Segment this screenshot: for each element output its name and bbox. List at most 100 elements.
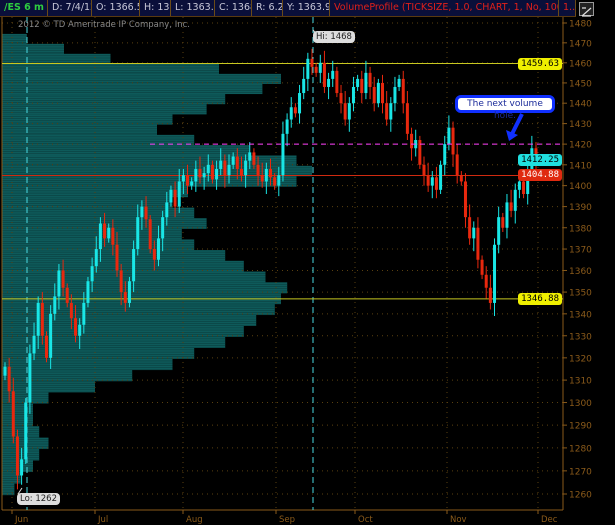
candle-body <box>393 86 397 104</box>
candle-body <box>86 281 90 303</box>
volume-profile-bar <box>2 449 40 461</box>
volume-profile-bar <box>2 260 244 272</box>
candle-body <box>306 58 310 79</box>
candle-body <box>115 244 119 271</box>
candle-body <box>132 249 136 282</box>
close-cell: C: 1368 <box>215 0 252 16</box>
candle-body <box>165 202 169 218</box>
price-label: 1412.25 <box>518 154 562 167</box>
candle-body <box>356 78 360 87</box>
candle-body <box>194 168 198 182</box>
candle-body <box>186 175 190 186</box>
high-label: Hi: 1468 <box>313 31 355 43</box>
candle-body <box>210 164 214 180</box>
x-tick-label: Nov <box>450 515 467 525</box>
candle-body <box>488 287 492 303</box>
candle-body <box>3 366 7 376</box>
high-cell: H: 1370 <box>140 0 171 16</box>
volume-profile-bar <box>2 336 226 348</box>
candle-body <box>219 160 223 169</box>
volume-profile-bar <box>2 176 297 187</box>
y-tick-label: 1330 <box>569 332 592 342</box>
candle-body <box>252 152 256 165</box>
candle-body <box>463 181 467 218</box>
y-tick-label: 1400 <box>569 182 592 192</box>
y-tick-label: 1460 <box>569 59 592 69</box>
price-label: 1346.88 <box>518 292 562 305</box>
scale-toggle-icon[interactable] <box>579 2 594 17</box>
candle-body <box>119 270 123 293</box>
candle-body <box>513 189 517 211</box>
candle-body <box>11 391 15 437</box>
candle-body <box>152 249 156 260</box>
y-tick-label: 1370 <box>569 246 592 256</box>
y-tick-label: 1480 <box>569 20 592 30</box>
candle-body <box>459 175 463 182</box>
candle-body <box>32 335 36 354</box>
open-cell: O: 1366.5 <box>92 0 140 16</box>
x-tick-label: Sep <box>279 515 295 525</box>
price-label: 1459.63 <box>518 57 562 70</box>
candle-body <box>468 217 472 239</box>
candle-body <box>517 181 521 190</box>
candle-body <box>451 127 455 155</box>
candle-body <box>447 127 451 145</box>
candle-body <box>202 173 206 178</box>
candle-body <box>36 302 40 336</box>
candle-body <box>264 168 268 182</box>
x-tick-label: Jul <box>97 515 108 525</box>
candle-body <box>339 93 343 104</box>
candle-body <box>156 238 160 260</box>
y-tick-label: 1270 <box>569 467 592 477</box>
volume-profile-bar <box>2 207 195 219</box>
volume-profile-bar <box>2 282 288 294</box>
candle-body <box>277 175 281 186</box>
candle-body <box>74 318 78 336</box>
candle-body <box>78 324 82 336</box>
volume-profile-bar <box>2 73 281 84</box>
y-tick-label: 1430 <box>569 120 592 130</box>
volume-profile-bar <box>2 63 219 74</box>
volume-profile-bar <box>2 53 111 64</box>
candle-body <box>206 164 210 174</box>
candle-body <box>103 223 107 239</box>
volume-profile-bar <box>2 325 244 337</box>
volume-profile-bar <box>2 43 64 54</box>
volume-profile-bar <box>2 155 297 166</box>
candle-body <box>285 119 289 134</box>
candle-body <box>127 281 131 303</box>
low-label: Lo: 1262 <box>17 493 60 505</box>
candle-body <box>40 302 44 336</box>
y-tick-label: 1300 <box>569 399 592 409</box>
symbol-cell[interactable]: /ES 6 m D <box>0 0 48 16</box>
candle-body <box>501 217 505 228</box>
candle-body <box>144 206 148 220</box>
volume-profile-bar <box>2 483 15 496</box>
candle-body <box>223 160 227 176</box>
y-tick-label: 1310 <box>569 377 592 387</box>
candle-body <box>443 144 447 165</box>
y-tick-label: 1440 <box>569 100 592 110</box>
candle-body <box>273 177 277 186</box>
volume-profile-bar <box>2 94 226 105</box>
candle-body <box>244 160 248 176</box>
candle-body <box>69 302 73 319</box>
callout-note: The next volume hole. <box>455 95 555 121</box>
candle-body <box>111 227 115 245</box>
candle-body <box>198 168 202 178</box>
y-tick-label: 1260 <box>569 491 592 501</box>
candle-body <box>169 189 173 203</box>
candle-body <box>302 78 306 94</box>
candle-body <box>455 154 459 176</box>
y-tick-label: 1290 <box>569 422 592 432</box>
more-studies-label[interactable]: 1... <box>559 0 576 16</box>
chart-header: /ES 6 m D D: 7/4/12 O: 1366.5 H: 1370 L:… <box>0 0 576 17</box>
x-tick-label: Jun <box>14 515 28 525</box>
candle-body <box>107 227 111 239</box>
volume-profile-bar <box>2 114 173 125</box>
candle-body <box>401 78 405 104</box>
study-label[interactable]: VolumeProfile (TICKSIZE, 1.0, CHART, 1, … <box>330 0 559 16</box>
y-tick-label: 1420 <box>569 141 592 151</box>
